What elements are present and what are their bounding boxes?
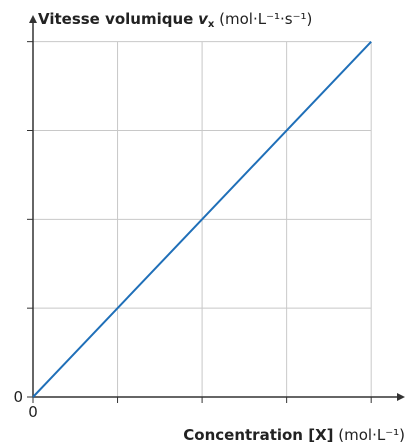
x-label-name: Concentration [X] xyxy=(183,426,333,444)
y-label-unit: (mol·L⁻¹·s⁻¹) xyxy=(219,10,312,28)
x-axis-arrow xyxy=(397,393,405,401)
y-tick-label: 0 xyxy=(13,388,23,406)
x-axis-label: Concentration [X] (mol·L⁻¹) xyxy=(183,426,405,444)
y-label-symbol: v xyxy=(198,10,209,28)
y-label-subscript: x xyxy=(208,19,215,30)
x-label-unit: (mol·L⁻¹) xyxy=(338,426,405,444)
y-axis-arrow xyxy=(29,15,37,23)
data-line xyxy=(32,40,372,398)
y-label-name: Vitesse volumique xyxy=(38,10,193,28)
y-axis-label: Vitesse volumique vx (mol·L⁻¹·s⁻¹) xyxy=(38,10,312,31)
x-tick-label: 0 xyxy=(28,403,38,421)
